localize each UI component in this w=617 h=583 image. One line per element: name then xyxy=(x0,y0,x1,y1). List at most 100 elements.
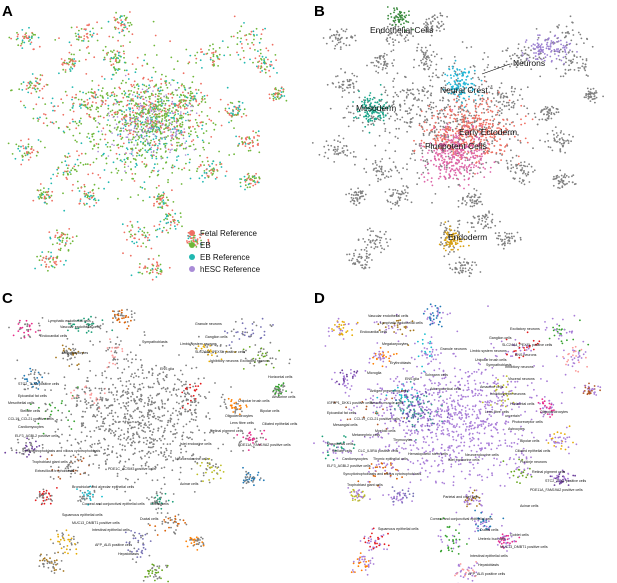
cell-point xyxy=(121,21,124,23)
cell-point xyxy=(487,226,490,229)
cell-point xyxy=(464,99,467,102)
cell-point xyxy=(432,101,435,104)
cell-point xyxy=(457,108,460,110)
cell-point xyxy=(137,271,140,274)
cell-point xyxy=(515,61,518,64)
cell-point xyxy=(238,104,241,107)
cell-point xyxy=(436,26,439,29)
cell-point xyxy=(165,80,168,82)
cell-point xyxy=(475,162,477,164)
cell-point xyxy=(56,175,58,178)
cell-point xyxy=(466,117,469,120)
cell-point xyxy=(122,23,125,26)
cell-point xyxy=(564,72,567,75)
cell-point xyxy=(279,96,282,99)
cell-point xyxy=(54,262,56,265)
cell-point xyxy=(515,154,518,157)
cell-point xyxy=(414,98,416,100)
cell-point xyxy=(486,216,489,219)
cell-point xyxy=(510,121,513,124)
cell-point xyxy=(359,114,361,117)
cell-point xyxy=(496,111,499,114)
cell-point xyxy=(49,237,52,240)
cell-point xyxy=(333,148,335,151)
cell-point xyxy=(422,134,425,137)
cell-point xyxy=(165,96,168,99)
cell-point xyxy=(523,170,525,172)
cell-point xyxy=(330,34,333,37)
cell-point xyxy=(442,72,445,74)
cell-point xyxy=(450,150,453,153)
cell-point xyxy=(337,37,340,40)
cell-point xyxy=(151,113,154,115)
cell-point xyxy=(434,134,437,137)
cell-point xyxy=(268,93,271,96)
cell-point xyxy=(392,193,394,196)
cell-point xyxy=(21,39,24,42)
cell-point xyxy=(481,219,484,222)
cell-point xyxy=(571,181,574,184)
cell-point xyxy=(104,103,107,105)
cell-point xyxy=(78,36,81,38)
cell-point xyxy=(410,118,413,120)
cell-point xyxy=(144,53,147,56)
cell-point xyxy=(29,152,32,155)
cell-point xyxy=(253,175,256,178)
cluster-b-7 xyxy=(326,68,360,98)
cell-point xyxy=(251,176,254,179)
cell-point xyxy=(148,95,150,98)
cell-point xyxy=(384,170,387,172)
cell-point xyxy=(172,219,174,221)
cell-point xyxy=(346,149,349,152)
cell-point xyxy=(567,176,570,178)
cell-point xyxy=(197,136,199,139)
cell-point xyxy=(179,114,182,117)
cell-point xyxy=(587,90,590,93)
cell-point xyxy=(339,152,342,154)
cell-point xyxy=(467,122,470,124)
cell-point xyxy=(375,65,378,67)
cell-point xyxy=(139,97,142,100)
cell-point xyxy=(264,71,267,74)
cell-point xyxy=(170,143,173,146)
cell-point xyxy=(337,39,339,42)
cell-point xyxy=(125,122,128,124)
cell-point xyxy=(40,194,42,197)
cell-point xyxy=(520,59,522,61)
cell-point xyxy=(93,145,95,148)
cell-point xyxy=(406,199,409,201)
cell-point xyxy=(88,97,91,100)
cell-point xyxy=(392,64,394,67)
cell-point xyxy=(374,240,377,242)
cell-point xyxy=(567,69,570,72)
cell-point xyxy=(378,236,381,239)
cell-point xyxy=(52,109,54,112)
cell-point xyxy=(109,130,112,133)
cell-point xyxy=(224,107,227,110)
cell-point xyxy=(228,107,231,110)
cell-point xyxy=(590,96,592,99)
cell-point xyxy=(494,66,496,69)
cell-point xyxy=(444,129,447,132)
cell-point xyxy=(342,151,345,154)
cell-point xyxy=(188,126,190,129)
cell-point xyxy=(555,132,558,134)
cell-point xyxy=(84,104,87,107)
cell-point xyxy=(501,92,504,95)
cell-point xyxy=(249,182,252,185)
cell-point xyxy=(167,181,169,184)
cell-point xyxy=(196,124,199,127)
cell-point xyxy=(118,121,120,123)
cell-point xyxy=(79,198,82,201)
cell-point xyxy=(456,268,458,271)
cell-point xyxy=(520,161,522,164)
cell-point xyxy=(438,147,441,150)
cell-point xyxy=(373,64,376,67)
cell-point xyxy=(137,226,140,229)
cell-point xyxy=(384,130,387,133)
cell-point xyxy=(195,62,198,64)
cell-point xyxy=(120,19,122,21)
cell-point xyxy=(439,163,441,166)
cell-point xyxy=(396,200,399,203)
cell-point xyxy=(592,87,595,90)
